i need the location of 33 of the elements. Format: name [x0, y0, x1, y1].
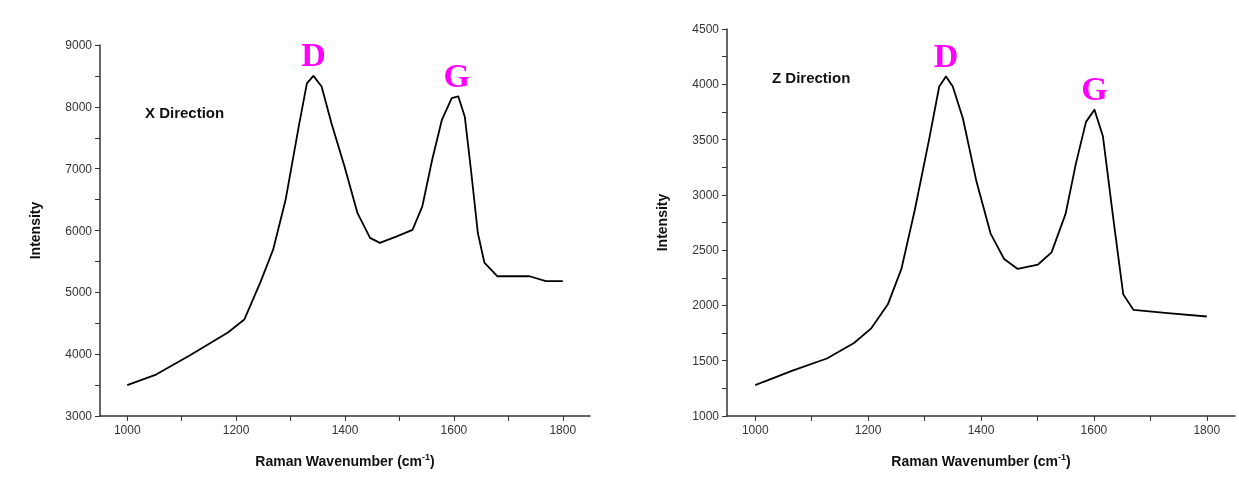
text: Z Direction	[772, 69, 851, 86]
y-tick-label: 7000	[65, 161, 93, 176]
y-tick-label: 2500	[692, 243, 720, 258]
y-tick-label: 1000	[692, 409, 720, 423]
y-tick-label: 5000	[65, 285, 93, 300]
y-tick-label: 6000	[65, 223, 93, 238]
x-tick-label: 1400	[967, 423, 995, 437]
y-tick-label: 3000	[65, 409, 93, 423]
y-tick-label: 3000	[692, 187, 720, 202]
annotation: D	[933, 37, 959, 75]
x-tick-label: 1800	[1193, 423, 1221, 437]
x-tick-label: 1200	[222, 423, 250, 437]
y-tick-label: 4000	[692, 77, 720, 92]
y-tick-label: 8000	[65, 99, 93, 114]
annotation: D	[301, 36, 326, 74]
x-tick-label: 1600	[1080, 423, 1108, 437]
y-axis-title: Intensity	[27, 201, 43, 260]
y-tick-label: 3500	[692, 132, 720, 147]
y-tick-label: 4500	[692, 22, 720, 36]
annotation: G	[443, 56, 470, 94]
x-tick-label: 1400	[331, 423, 359, 437]
x-tick-label: 1600	[440, 423, 468, 437]
text: X Direction	[145, 104, 225, 121]
x-tick-label: 1800	[549, 423, 577, 437]
y-tick-label: 2000	[692, 298, 720, 313]
y-axis-title: Intensity	[654, 193, 670, 252]
y-tick-label: 9000	[65, 38, 93, 52]
y-tick-label: 1500	[692, 353, 720, 368]
x-tick-label: 1000	[741, 423, 769, 437]
annotation: G	[1081, 70, 1108, 108]
y-tick-label: 4000	[65, 347, 93, 362]
x-tick-label: 1200	[854, 423, 882, 437]
x-tick-label: 1000	[113, 423, 141, 437]
